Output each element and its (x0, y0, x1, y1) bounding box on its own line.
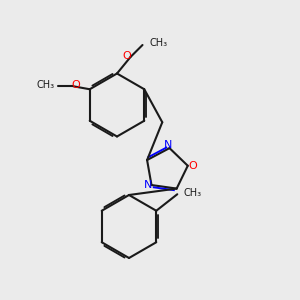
Text: N: N (164, 140, 172, 149)
Text: O: O (122, 51, 131, 62)
Text: O: O (188, 161, 197, 171)
Text: N: N (144, 180, 152, 190)
Text: O: O (72, 80, 81, 90)
Text: CH₃: CH₃ (184, 188, 202, 198)
Text: CH₃: CH₃ (150, 38, 168, 49)
Text: CH₃: CH₃ (37, 80, 55, 90)
